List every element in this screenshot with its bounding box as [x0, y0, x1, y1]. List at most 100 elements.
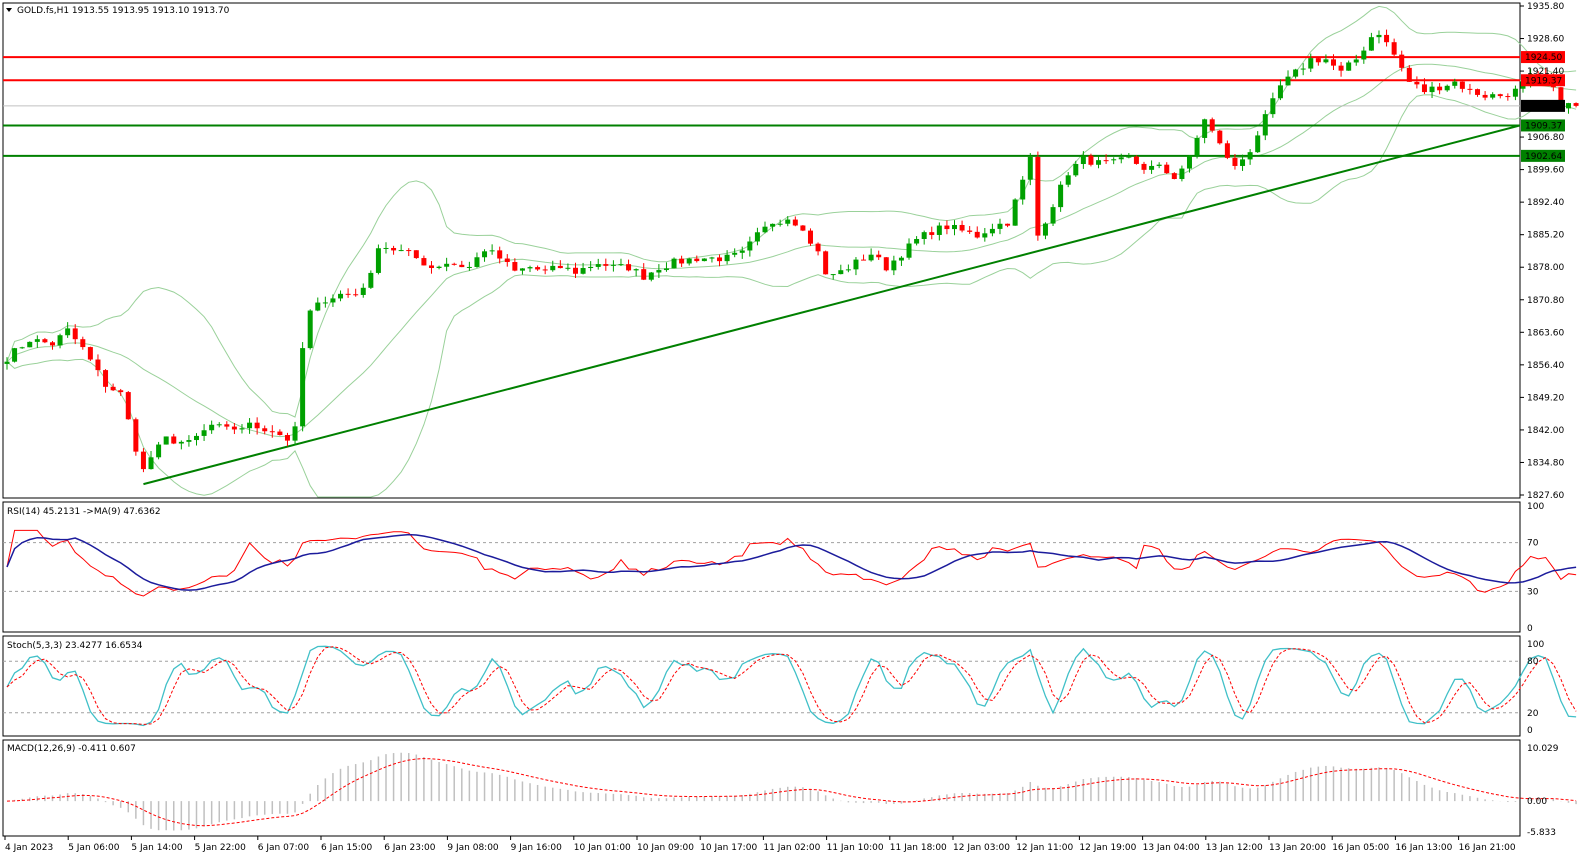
rsi-series: 100 70 30 0	[3, 502, 1577, 634]
candle-body	[1103, 160, 1109, 162]
candle-body	[1270, 98, 1276, 115]
time-tick-label: 12 Jan 19:00	[1079, 843, 1136, 853]
candle-body	[1399, 54, 1405, 68]
rsi-title: RSI(14) 45.2131 ->MA(9) 47.6362	[7, 507, 161, 517]
candle-body	[315, 302, 321, 311]
candle-body	[1573, 103, 1579, 106]
symbol-info: GOLD.fs,H1 1913.55 1913.95 1913.10 1913.…	[17, 6, 230, 16]
stoch-signal-line	[6, 646, 1577, 725]
candle-body	[1353, 59, 1359, 63]
rsi-tick-label: 30	[1527, 587, 1539, 597]
time-tick-label: 6 Jan 23:00	[384, 843, 436, 853]
price-tick-label: 1856.40	[1527, 361, 1564, 371]
candle-body	[194, 435, 199, 441]
macd-panel[interactable]	[2, 739, 1521, 837]
candle-body	[641, 269, 647, 280]
price-tag-current	[1521, 99, 1565, 112]
candle-body	[1232, 157, 1238, 166]
candle-body	[800, 225, 806, 231]
candle-body	[436, 266, 442, 268]
candle-body	[618, 264, 624, 266]
candle-body	[80, 339, 86, 348]
candle-body	[383, 247, 389, 249]
candle-body	[1467, 88, 1473, 90]
candle-body	[4, 361, 10, 364]
macd-title: MACD(12,26,9) -0.411 0.607	[7, 744, 136, 754]
candle-body	[345, 293, 351, 295]
symbol-dropdown-icon[interactable]	[6, 8, 12, 12]
price-tick-label: 1899.60	[1527, 166, 1564, 176]
time-tick-label: 12 Jan 11:00	[1016, 843, 1073, 853]
candle-body	[861, 259, 867, 261]
time-tick-label: 5 Jan 06:00	[68, 843, 120, 853]
time-tick-label: 16 Jan 13:00	[1395, 843, 1452, 853]
rsi-panel[interactable]	[2, 501, 1521, 633]
stoch-tick-label: 20	[1527, 709, 1539, 719]
candle-body	[140, 451, 146, 470]
bollinger-upper-line	[6, 5, 1577, 418]
candle-body	[451, 263, 457, 265]
candle-body	[482, 251, 488, 258]
candle-body	[1331, 59, 1336, 66]
time-tick-label: 16 Jan 05:00	[1332, 843, 1389, 853]
candle-body	[209, 424, 215, 431]
stoch-series: 100 80 20 0	[3, 640, 1577, 736]
candle-body	[1361, 50, 1367, 60]
rsi-ma-line	[6, 533, 1577, 591]
price-tick-label: 1827.60	[1527, 491, 1564, 501]
candle-body	[186, 440, 192, 442]
candle-body	[1406, 67, 1412, 82]
candle-body	[807, 230, 813, 244]
price-tick-label: 1906.80	[1527, 133, 1564, 143]
price-tag-label: 1919.37	[1525, 76, 1562, 86]
candle-body	[1096, 160, 1102, 165]
candle-body	[231, 426, 237, 430]
candle-body	[34, 339, 40, 342]
candle-body	[588, 266, 594, 269]
price-tick-label: 1928.60	[1527, 35, 1564, 45]
candle-body	[974, 231, 980, 238]
candle-body	[125, 392, 131, 420]
macd-series: 10.029 0.00 -5.833	[6, 744, 1577, 838]
candle-body	[565, 267, 571, 269]
candle-body	[1194, 137, 1200, 156]
candle-body	[573, 267, 578, 274]
candle-body	[1323, 59, 1329, 63]
time-tick-label: 5 Jan 14:00	[131, 843, 183, 853]
main-price-panel[interactable]	[2, 2, 1521, 499]
candle-body	[1118, 157, 1124, 160]
candle-body	[1156, 164, 1162, 166]
candle-body	[512, 262, 518, 271]
candle-body	[929, 232, 935, 235]
candle-body	[1012, 199, 1018, 226]
candle-body	[1490, 94, 1496, 98]
stoch-title: Stoch(5,3,3) 23.4277 16.6534	[7, 641, 143, 651]
candle-body	[413, 250, 419, 259]
price-tag-label: 1909.37	[1525, 121, 1562, 131]
candle-body	[792, 219, 798, 226]
time-axis: 4 Jan 2023 5 Jan 06:00 5 Jan 14:00 5 Jan 22…	[4, 836, 1516, 853]
candle-body	[1376, 34, 1382, 38]
price-axis: 1924.50 1919.37 1913.70 1909.37 1902.64 1935.…	[1520, 2, 1565, 501]
candle-body	[1368, 37, 1374, 51]
candle-body	[1293, 69, 1299, 77]
candle-body	[421, 258, 427, 266]
stoch-tick-label: 0	[1527, 726, 1533, 736]
candle-body	[891, 260, 897, 271]
candle-body	[1459, 81, 1465, 89]
stoch-panel[interactable]	[2, 635, 1521, 737]
candle-body	[1224, 143, 1230, 158]
candle-body	[95, 359, 101, 371]
candle-body	[133, 419, 139, 452]
macd-tick-label: 10.029	[1527, 744, 1559, 754]
time-tick-label: 16 Jan 21:00	[1459, 843, 1516, 853]
price-tick-label: 1885.20	[1527, 231, 1564, 241]
candle-body	[663, 268, 669, 271]
candle-body	[785, 219, 791, 224]
stoch-tick-label: 80	[1527, 657, 1539, 667]
candle-body	[1262, 114, 1268, 136]
candle-body	[754, 232, 760, 242]
candle-body	[72, 328, 78, 340]
candle-body	[330, 298, 336, 303]
